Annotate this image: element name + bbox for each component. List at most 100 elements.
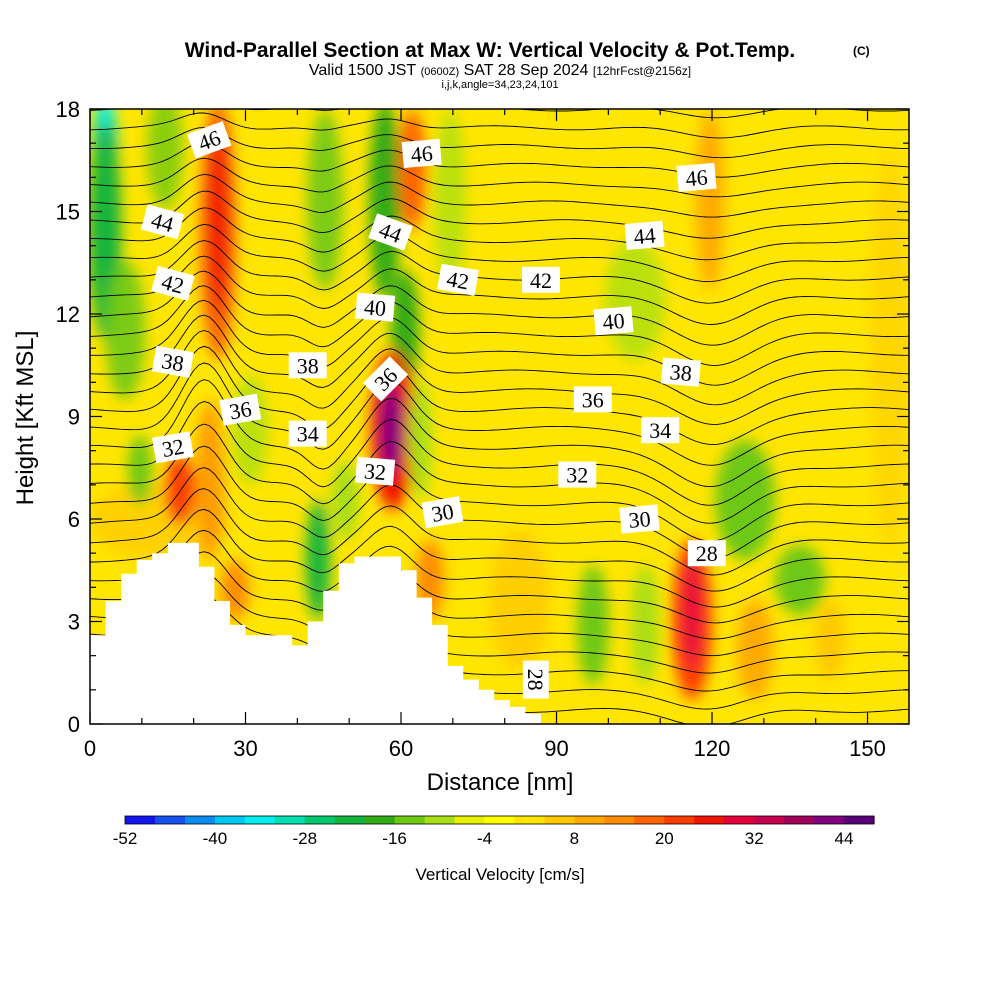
copyright-mark: (C) [853,44,870,58]
contour-label: 44 [140,204,185,240]
contour-label: 38 [288,352,327,379]
colorbar-swatch [664,816,695,824]
contour-label-text: 40 [363,294,387,321]
colorbar-swatch [154,816,186,824]
terrain-mask [90,542,541,724]
downdraft-band [147,109,183,210]
colorbar: -52 -40 -28 -16 -4 8 20 32 44 [113,815,875,848]
contour-label: 44 [624,220,665,251]
colorbar-swatch [814,816,845,824]
colorbar-swatch [244,816,276,824]
isentrope-line [90,270,909,346]
isentrope-line [90,573,909,640]
contour-label-text: 34 [649,418,671,443]
isentrope-line [90,299,909,386]
contour-label-box [522,266,560,293]
contour-label-box [151,265,195,301]
isentrope-line [90,467,909,559]
contour-label-box [687,540,726,567]
colorbar-swatch [754,816,785,824]
isentrope-line [90,157,909,198]
updraft-core [380,385,402,475]
x-axis: 0 30 60 90 120 150 [84,109,886,761]
downdraft-band [128,435,152,505]
contour-label-text: 36 [227,396,253,424]
y-tick-label: 15 [56,200,80,225]
contour-label: 30 [421,496,464,529]
contour-label-box [368,213,413,251]
isentrope-line [90,529,909,608]
colorbar-swatch [394,816,426,824]
downdraft-band [105,260,145,400]
contour-label-box [151,431,194,464]
x-tick-label: 120 [694,736,731,761]
isentrope-line [90,109,909,119]
x-tick-label: 90 [544,736,568,761]
contour-label-box [558,461,597,488]
contour-label-box [593,306,634,336]
colorbar-swatch [364,816,396,824]
colorbar-swatch [544,816,575,824]
contour-label: 34 [641,417,680,444]
contour-label: 36 [573,386,612,413]
y-tick-label: 0 [68,712,80,737]
downdraft-band [715,440,775,560]
contour-label: 42 [522,266,560,293]
colorbar-swatch [424,816,456,824]
contour-label-text: 36 [582,387,604,412]
y-axis-label: Height [Kft MSL] [12,331,39,506]
colorbar-swatch [184,816,216,824]
isentrope-line [90,207,909,261]
colorbar-tick-label: -52 [113,829,138,848]
updraft-core [208,125,228,315]
contour-label-box [355,292,396,322]
colorbar-swatch [604,816,635,824]
isentrope-line [90,112,909,139]
x-tick-label: 0 [84,736,96,761]
isentrope-line [90,445,909,542]
colorbar-tick-label: 44 [835,829,854,848]
isentrope-line [90,173,909,218]
x-tick-label: 30 [233,736,257,761]
contour-label: 32 [558,461,597,488]
contour-label-box [288,420,327,447]
colorbar-swatch [304,816,336,824]
contour-label-text: 40 [601,308,625,335]
colorbar-swatch [574,816,605,824]
contour-label-box [355,456,396,486]
contour-label-text: 32 [363,458,387,485]
downdraft-band [306,500,330,620]
contour-label: 38 [660,357,701,387]
contour-label-box [573,386,612,413]
downdraft-band [577,565,609,685]
chart-title: Wind-Parallel Section at Max W: Vertical… [185,39,796,62]
downdraft-band [369,109,401,300]
contour-label-text: 28 [696,541,718,566]
colorbar-swatch [784,816,815,824]
contour-label-box [619,504,660,534]
contour-label-box [219,393,262,426]
contour-label-text: 28 [523,669,548,691]
contour-label: 46 [186,121,232,159]
colorbar-tick-label: 32 [745,829,764,848]
contour-label-box [421,496,464,529]
isentrope-line [90,362,909,466]
chart-subtitle: Valid 1500 JST (0600Z) SAT 28 Sep 2024 [… [309,62,691,79]
colorbar-swatch [274,816,306,824]
updraft-band [196,400,224,560]
velocity-field [90,109,909,700]
updraft-band [165,455,195,525]
colorbar-tick-label: 20 [655,829,674,848]
contour-label-text: 32 [566,463,588,488]
colorbar-swatch [484,816,516,824]
contour-label-text: 42 [445,266,471,294]
contour-label-box [437,263,479,296]
colorbar-tick-label: -4 [477,829,492,848]
contour-label: 28 [522,660,549,699]
isentrope-line [90,508,909,592]
updraft-band [737,600,773,700]
contour-label: 32 [151,431,194,464]
y-tick-label: 9 [68,405,80,430]
